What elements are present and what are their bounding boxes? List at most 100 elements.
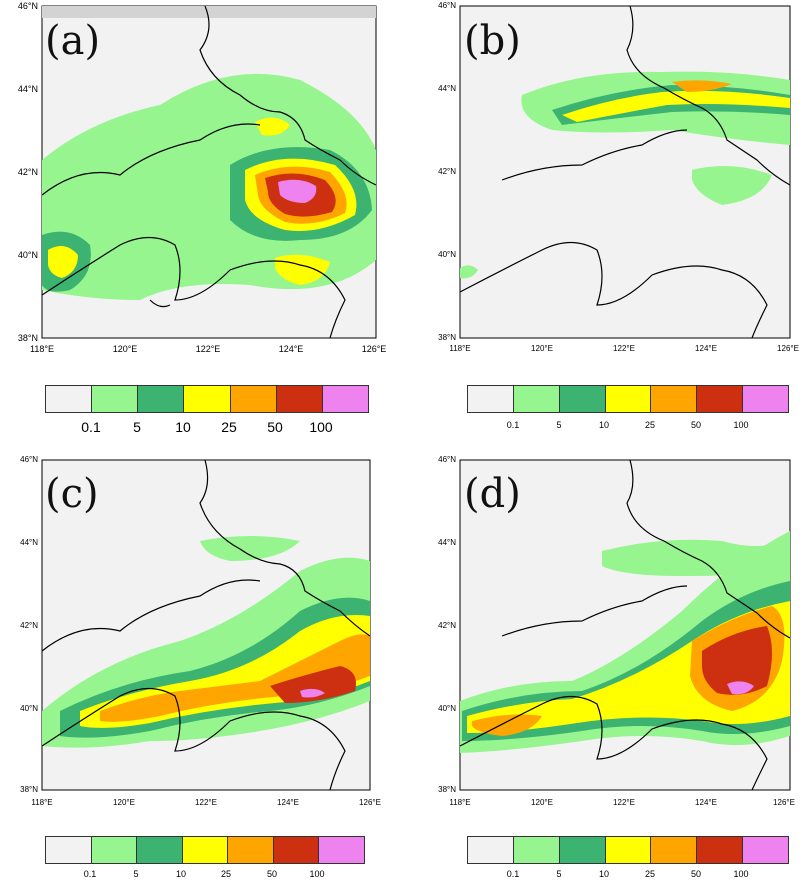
colorbar-swatch	[743, 386, 789, 412]
lon-label: 126°E	[773, 798, 795, 807]
lat-label: 42°N	[17, 167, 38, 177]
colorbar-swatch	[46, 837, 92, 863]
colorbar-swatch	[92, 386, 139, 412]
panel-letter: (c)	[45, 471, 99, 517]
lon-label: 126°E	[359, 798, 381, 807]
map-b	[459, 5, 791, 339]
lat-label: 46°N	[438, 455, 456, 464]
lon-label: 124°E	[277, 798, 299, 807]
lon-label: 124°E	[695, 344, 717, 353]
colorbar-swatch	[322, 386, 368, 412]
colorbar-swatch	[182, 837, 229, 863]
borders	[459, 459, 791, 791]
panel-a: (a) 46°N 44°N 42°N 40°N 38°N 118°E 120°E…	[0, 0, 402, 441]
borders	[41, 5, 377, 339]
lon-label: 118°E	[449, 344, 471, 353]
colorbar-swatch	[46, 386, 93, 412]
panel-letter: (b)	[464, 18, 521, 64]
lat-label: 46°N	[17, 1, 38, 11]
panel-c: (c) 46°N 44°N 42°N 40°N 38°N 118°E 120°E…	[0, 441, 402, 882]
colorbar-label: 10	[598, 869, 609, 879]
colorbar-label: 5	[556, 869, 562, 879]
lon-label: 124°E	[695, 798, 717, 807]
colorbar	[45, 385, 369, 413]
colorbar-swatch	[651, 386, 698, 412]
colorbar-swatch	[230, 386, 277, 412]
map-d	[459, 459, 791, 791]
lat-label: 42°N	[20, 621, 38, 630]
colorbar-swatch	[605, 837, 652, 863]
lat-label: 44°N	[438, 84, 456, 93]
colorbar-swatch	[651, 837, 698, 863]
lon-label: 122°E	[195, 344, 221, 354]
colorbar-swatch	[513, 837, 560, 863]
colorbar-swatch	[559, 837, 606, 863]
colorbar-label: 10	[175, 419, 191, 435]
lat-label: 44°N	[17, 84, 38, 94]
lat-label: 40°N	[438, 704, 456, 713]
lat-label: 44°N	[20, 538, 38, 547]
lon-label: 118°E	[30, 344, 54, 354]
map-a	[41, 5, 377, 339]
colorbar-swatch	[468, 386, 514, 412]
colorbar-label: 10	[598, 420, 609, 430]
colorbar-label: 0.1	[83, 869, 97, 879]
colorbar-label: 100	[733, 869, 749, 879]
colorbar-label: 50	[690, 420, 701, 430]
colorbar-label: 25	[220, 869, 231, 879]
lon-label: 126°E	[777, 344, 799, 353]
rain-areas	[460, 71, 790, 279]
lon-label: 120°E	[531, 798, 553, 807]
colorbar-swatch	[743, 837, 789, 863]
colorbar-label: 0.1	[506, 420, 520, 430]
colorbar-label: 5	[133, 419, 141, 435]
rain-areas	[460, 531, 790, 753]
lat-label: 38°N	[17, 333, 38, 343]
lon-label: 118°E	[449, 798, 471, 807]
colorbar-swatch	[273, 837, 320, 863]
borders	[459, 5, 791, 339]
colorbar-label: 50	[267, 419, 283, 435]
borders	[41, 459, 371, 791]
lon-label: 120°E	[531, 344, 553, 353]
missing-data-strip	[42, 6, 376, 18]
colorbar-swatch	[276, 386, 323, 412]
panel-letter: (d)	[464, 471, 521, 517]
lon-label: 120°E	[112, 344, 138, 354]
colorbar	[467, 385, 789, 413]
colorbar-swatch	[513, 386, 560, 412]
lon-label: 122°E	[195, 798, 217, 807]
colorbar-swatch	[559, 386, 606, 412]
lon-label: 122°E	[613, 798, 635, 807]
lat-label: 40°N	[17, 250, 38, 260]
panel-letter: (a)	[45, 18, 101, 64]
colorbar-label: 5	[556, 420, 562, 430]
map-c	[41, 459, 371, 791]
colorbar-label: 10	[175, 869, 186, 879]
colorbar-swatch	[91, 837, 138, 863]
lon-label: 124°E	[278, 344, 304, 354]
lat-label: 40°N	[20, 704, 38, 713]
lat-label: 40°N	[438, 250, 456, 259]
lat-label: 44°N	[438, 538, 456, 547]
colorbar-label: 0.1	[81, 419, 101, 435]
lon-label: 118°E	[31, 798, 53, 807]
lat-label: 42°N	[438, 167, 456, 176]
lat-label: 46°N	[20, 455, 38, 464]
colorbar-label: 25	[221, 419, 237, 435]
lat-label: 38°N	[438, 785, 456, 794]
colorbar	[45, 836, 365, 864]
lat-label: 46°N	[438, 1, 456, 10]
colorbar-label: 50	[690, 869, 701, 879]
lat-label: 38°N	[20, 785, 38, 794]
colorbar-swatch	[137, 837, 183, 863]
colorbar-swatch	[319, 837, 365, 863]
colorbar-swatch	[138, 386, 185, 412]
lon-label: 120°E	[113, 798, 135, 807]
lon-label: 126°E	[361, 344, 387, 354]
colorbar-swatch	[184, 386, 231, 412]
panel-d: (d) 46°N 44°N 42°N 40°N 38°N 118°E 120°E…	[402, 441, 803, 882]
colorbar-swatch	[697, 837, 744, 863]
colorbar-swatch	[468, 837, 514, 863]
lon-label: 122°E	[613, 344, 635, 353]
